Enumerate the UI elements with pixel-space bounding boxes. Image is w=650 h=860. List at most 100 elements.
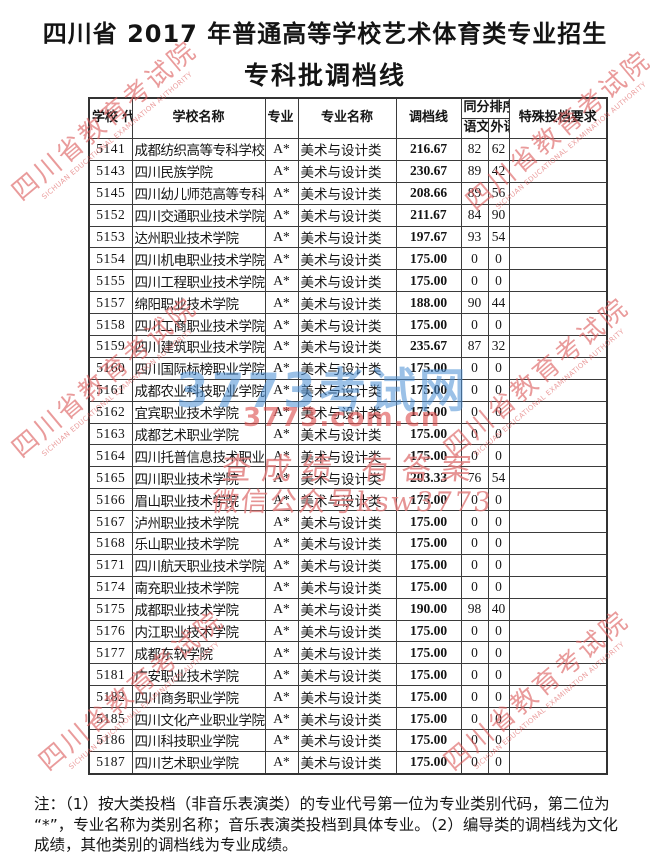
header-chinese-score: 语文 [460, 118, 489, 139]
cell-foreign-score: 0 [487, 247, 510, 271]
cell-major-name: 美术与设计类 [297, 356, 397, 380]
cell-school-code: 5175 [88, 597, 133, 621]
cell-major-name: 美术与设计类 [297, 707, 397, 731]
cell-cutoff-line: 175.00 [395, 641, 462, 665]
cell-school-code: 5141 [88, 138, 133, 161]
cell-school-code: 5154 [88, 247, 133, 271]
cell-special [508, 488, 608, 512]
cell-chinese-score: 0 [460, 575, 489, 599]
cell-special [508, 729, 608, 752]
cell-school-name: 内江职业技术学院 [131, 619, 266, 643]
cell-foreign-score: 0 [487, 553, 510, 577]
table-row: 5165 四川职业技术学院 A* 美术与设计类 203.33 76 54 [88, 466, 608, 490]
cell-major-code: A* [264, 291, 299, 315]
table-row: 5177 成都东软学院 A* 美术与设计类 175.00 0 0 [88, 641, 608, 665]
cell-chinese-score: 0 [460, 510, 489, 534]
cell-special [508, 619, 608, 643]
cell-special [508, 685, 608, 709]
cell-foreign-score: 42 [487, 159, 510, 183]
cell-chinese-score: 0 [460, 422, 489, 446]
cell-foreign-score: 62 [487, 138, 510, 161]
cell-school-code: 5163 [88, 422, 133, 446]
cell-school-name: 成都纺织高等专科学校 [131, 138, 266, 161]
cell-major-name: 美术与设计类 [297, 663, 397, 687]
cell-chinese-score: 0 [460, 663, 489, 687]
cell-major-name: 美术与设计类 [297, 444, 397, 468]
cell-major-name: 美术与设计类 [297, 619, 397, 643]
cell-cutoff-line: 175.00 [395, 553, 462, 577]
cell-special [508, 597, 608, 621]
cell-cutoff-line: 175.00 [395, 510, 462, 534]
table-row: 5182 四川商务职业学院 A* 美术与设计类 175.00 0 0 [88, 685, 608, 709]
cell-cutoff-line: 175.00 [395, 313, 462, 337]
cell-special [508, 335, 608, 358]
header-tiebreak: 同分排序 [460, 97, 510, 119]
cell-major-code: A* [264, 422, 299, 446]
cell-school-name: 四川民族学院 [131, 159, 266, 183]
cell-chinese-score: 0 [460, 729, 489, 752]
cell-special [508, 707, 608, 731]
cell-school-code: 5164 [88, 444, 133, 468]
cell-foreign-score: 0 [487, 313, 510, 337]
cell-major-name: 美术与设计类 [297, 181, 397, 205]
table-row: 5186 四川科技职业学院 A* 美术与设计类 175.00 0 0 [88, 729, 608, 752]
cell-chinese-score: 0 [460, 444, 489, 468]
cell-major-name: 美术与设计类 [297, 138, 397, 161]
cell-school-name: 四川幼儿师范高等专科学校 [131, 181, 266, 205]
cell-chinese-score: 89 [460, 181, 489, 205]
table-row: 5176 内江职业技术学院 A* 美术与设计类 175.00 0 0 [88, 619, 608, 643]
cell-cutoff-line: 175.00 [395, 378, 462, 402]
document-title: 四川省 2017 年普通高等学校艺术体育类专业招生 [42, 20, 608, 48]
cell-cutoff-line: 190.00 [395, 597, 462, 621]
cell-special [508, 247, 608, 271]
cell-cutoff-line: 175.00 [395, 619, 462, 643]
cell-foreign-score: 0 [487, 488, 510, 512]
cell-chinese-score: 82 [460, 138, 489, 161]
cell-foreign-score: 0 [487, 729, 510, 752]
cell-chinese-score: 0 [460, 313, 489, 337]
cell-school-code: 5186 [88, 729, 133, 752]
table-row: 5158 四川工商职业技术学院 A* 美术与设计类 175.00 0 0 [88, 313, 608, 337]
cell-major-code: A* [264, 356, 299, 380]
table-body: 5141 成都纺织高等专科学校 A* 美术与设计类 216.67 82 62 5… [88, 138, 608, 775]
cell-foreign-score: 0 [487, 619, 510, 643]
cell-major-name: 美术与设计类 [297, 597, 397, 621]
header-major-code: 专业 代号 [264, 97, 299, 139]
cell-foreign-score: 40 [487, 597, 510, 621]
cell-school-name: 眉山职业技术学院 [131, 488, 266, 512]
cell-chinese-score: 98 [460, 597, 489, 621]
table-row: 5155 四川工程职业技术学院 A* 美术与设计类 175.00 0 0 [88, 269, 608, 293]
cell-major-name: 美术与设计类 [297, 553, 397, 577]
cell-school-name: 四川艺术职业学院 [131, 750, 266, 775]
cell-foreign-score: 0 [487, 378, 510, 402]
cutoff-score-table: 学校 代码 学校名称 专业 代号 专业名称 调档线 同分排序 特殊投档要求 语文… [88, 97, 609, 775]
cell-special [508, 400, 608, 424]
cell-cutoff-line: 235.67 [395, 335, 462, 358]
cell-chinese-score: 0 [460, 356, 489, 380]
cell-special [508, 203, 608, 227]
cell-special [508, 378, 608, 402]
cell-school-name: 四川文化产业职业学院 [131, 707, 266, 731]
cell-special [508, 422, 608, 446]
cell-school-name: 宜宾职业技术学院 [131, 400, 266, 424]
cell-major-code: A* [264, 138, 299, 161]
cell-foreign-score: 0 [487, 422, 510, 446]
cell-school-name: 成都职业技术学院 [131, 597, 266, 621]
cell-major-name: 美术与设计类 [297, 159, 397, 183]
cell-school-code: 5181 [88, 663, 133, 687]
cell-school-code: 5157 [88, 291, 133, 315]
cell-major-code: A* [264, 400, 299, 424]
cell-special [508, 510, 608, 534]
cell-school-name: 四川商务职业学院 [131, 685, 266, 709]
cell-cutoff-line: 230.67 [395, 159, 462, 183]
table-row: 5175 成都职业技术学院 A* 美术与设计类 190.00 98 40 [88, 597, 608, 621]
table-row: 5161 成都农业科技职业学院 A* 美术与设计类 175.00 0 0 [88, 378, 608, 402]
table-row: 5143 四川民族学院 A* 美术与设计类 230.67 89 42 [88, 159, 608, 183]
cell-school-code: 5171 [88, 553, 133, 577]
header-school-name: 学校名称 [131, 97, 266, 139]
cell-school-code: 5152 [88, 203, 133, 227]
cell-major-name: 美术与设计类 [297, 291, 397, 315]
cell-chinese-score: 89 [460, 159, 489, 183]
header-cutoff-line: 调档线 [395, 97, 462, 139]
